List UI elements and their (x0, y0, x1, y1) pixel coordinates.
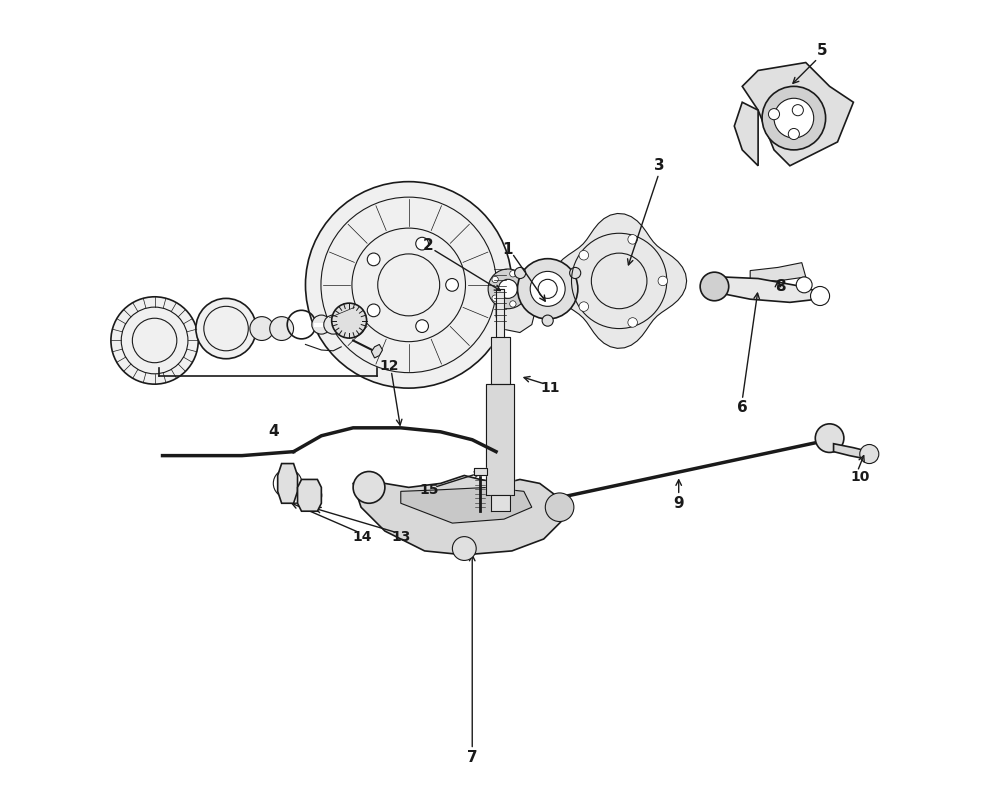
Text: 7: 7 (467, 750, 478, 765)
Circle shape (768, 108, 779, 120)
Circle shape (628, 234, 637, 244)
Polygon shape (496, 288, 504, 336)
Circle shape (658, 276, 667, 286)
Circle shape (628, 318, 637, 327)
Text: 10: 10 (850, 470, 870, 484)
Polygon shape (353, 475, 563, 555)
Text: 3: 3 (653, 158, 664, 173)
Circle shape (492, 295, 498, 301)
Text: 5: 5 (816, 43, 827, 58)
Circle shape (701, 272, 729, 301)
Circle shape (367, 304, 380, 317)
Circle shape (250, 317, 274, 340)
Polygon shape (834, 444, 873, 460)
Circle shape (111, 297, 199, 384)
Polygon shape (734, 103, 758, 166)
Text: 11: 11 (540, 381, 559, 395)
Circle shape (796, 277, 812, 292)
Text: 15: 15 (419, 482, 439, 497)
Text: 9: 9 (673, 496, 684, 511)
Circle shape (446, 279, 459, 291)
Circle shape (367, 253, 380, 266)
Circle shape (788, 128, 799, 140)
Text: 2: 2 (423, 238, 433, 253)
Polygon shape (715, 277, 822, 302)
Circle shape (860, 444, 879, 464)
Circle shape (196, 298, 256, 359)
Polygon shape (552, 213, 686, 348)
Polygon shape (297, 479, 322, 511)
Polygon shape (371, 344, 382, 358)
Polygon shape (750, 263, 805, 281)
Circle shape (815, 424, 844, 452)
Text: 4: 4 (268, 424, 279, 440)
Circle shape (570, 267, 581, 279)
Circle shape (498, 280, 517, 298)
Polygon shape (277, 464, 297, 503)
Circle shape (517, 259, 578, 319)
Text: 14: 14 (353, 530, 372, 545)
Circle shape (810, 287, 830, 305)
Circle shape (353, 472, 385, 503)
Circle shape (324, 315, 343, 335)
Polygon shape (401, 487, 532, 523)
Circle shape (510, 271, 516, 277)
Text: 6: 6 (737, 401, 748, 415)
Polygon shape (496, 273, 536, 333)
Circle shape (542, 315, 553, 326)
Circle shape (579, 250, 589, 260)
Circle shape (521, 286, 527, 292)
Circle shape (515, 267, 526, 279)
Circle shape (305, 182, 512, 388)
Circle shape (510, 301, 516, 307)
Text: 1: 1 (503, 242, 513, 257)
Circle shape (545, 493, 574, 521)
Circle shape (270, 317, 293, 340)
Circle shape (415, 320, 428, 332)
Text: 12: 12 (379, 359, 398, 372)
Polygon shape (491, 495, 510, 511)
Text: 8: 8 (775, 279, 785, 294)
Polygon shape (742, 62, 854, 166)
Circle shape (492, 276, 498, 283)
Circle shape (774, 99, 813, 138)
Circle shape (453, 537, 476, 561)
Circle shape (530, 271, 565, 306)
Polygon shape (486, 384, 514, 495)
Circle shape (332, 303, 367, 338)
Polygon shape (474, 468, 487, 475)
Circle shape (415, 238, 428, 250)
Circle shape (792, 104, 803, 116)
Text: 13: 13 (391, 530, 410, 545)
Circle shape (762, 86, 826, 150)
Circle shape (579, 302, 589, 311)
Circle shape (488, 269, 528, 309)
Circle shape (311, 315, 331, 335)
Polygon shape (491, 336, 510, 384)
